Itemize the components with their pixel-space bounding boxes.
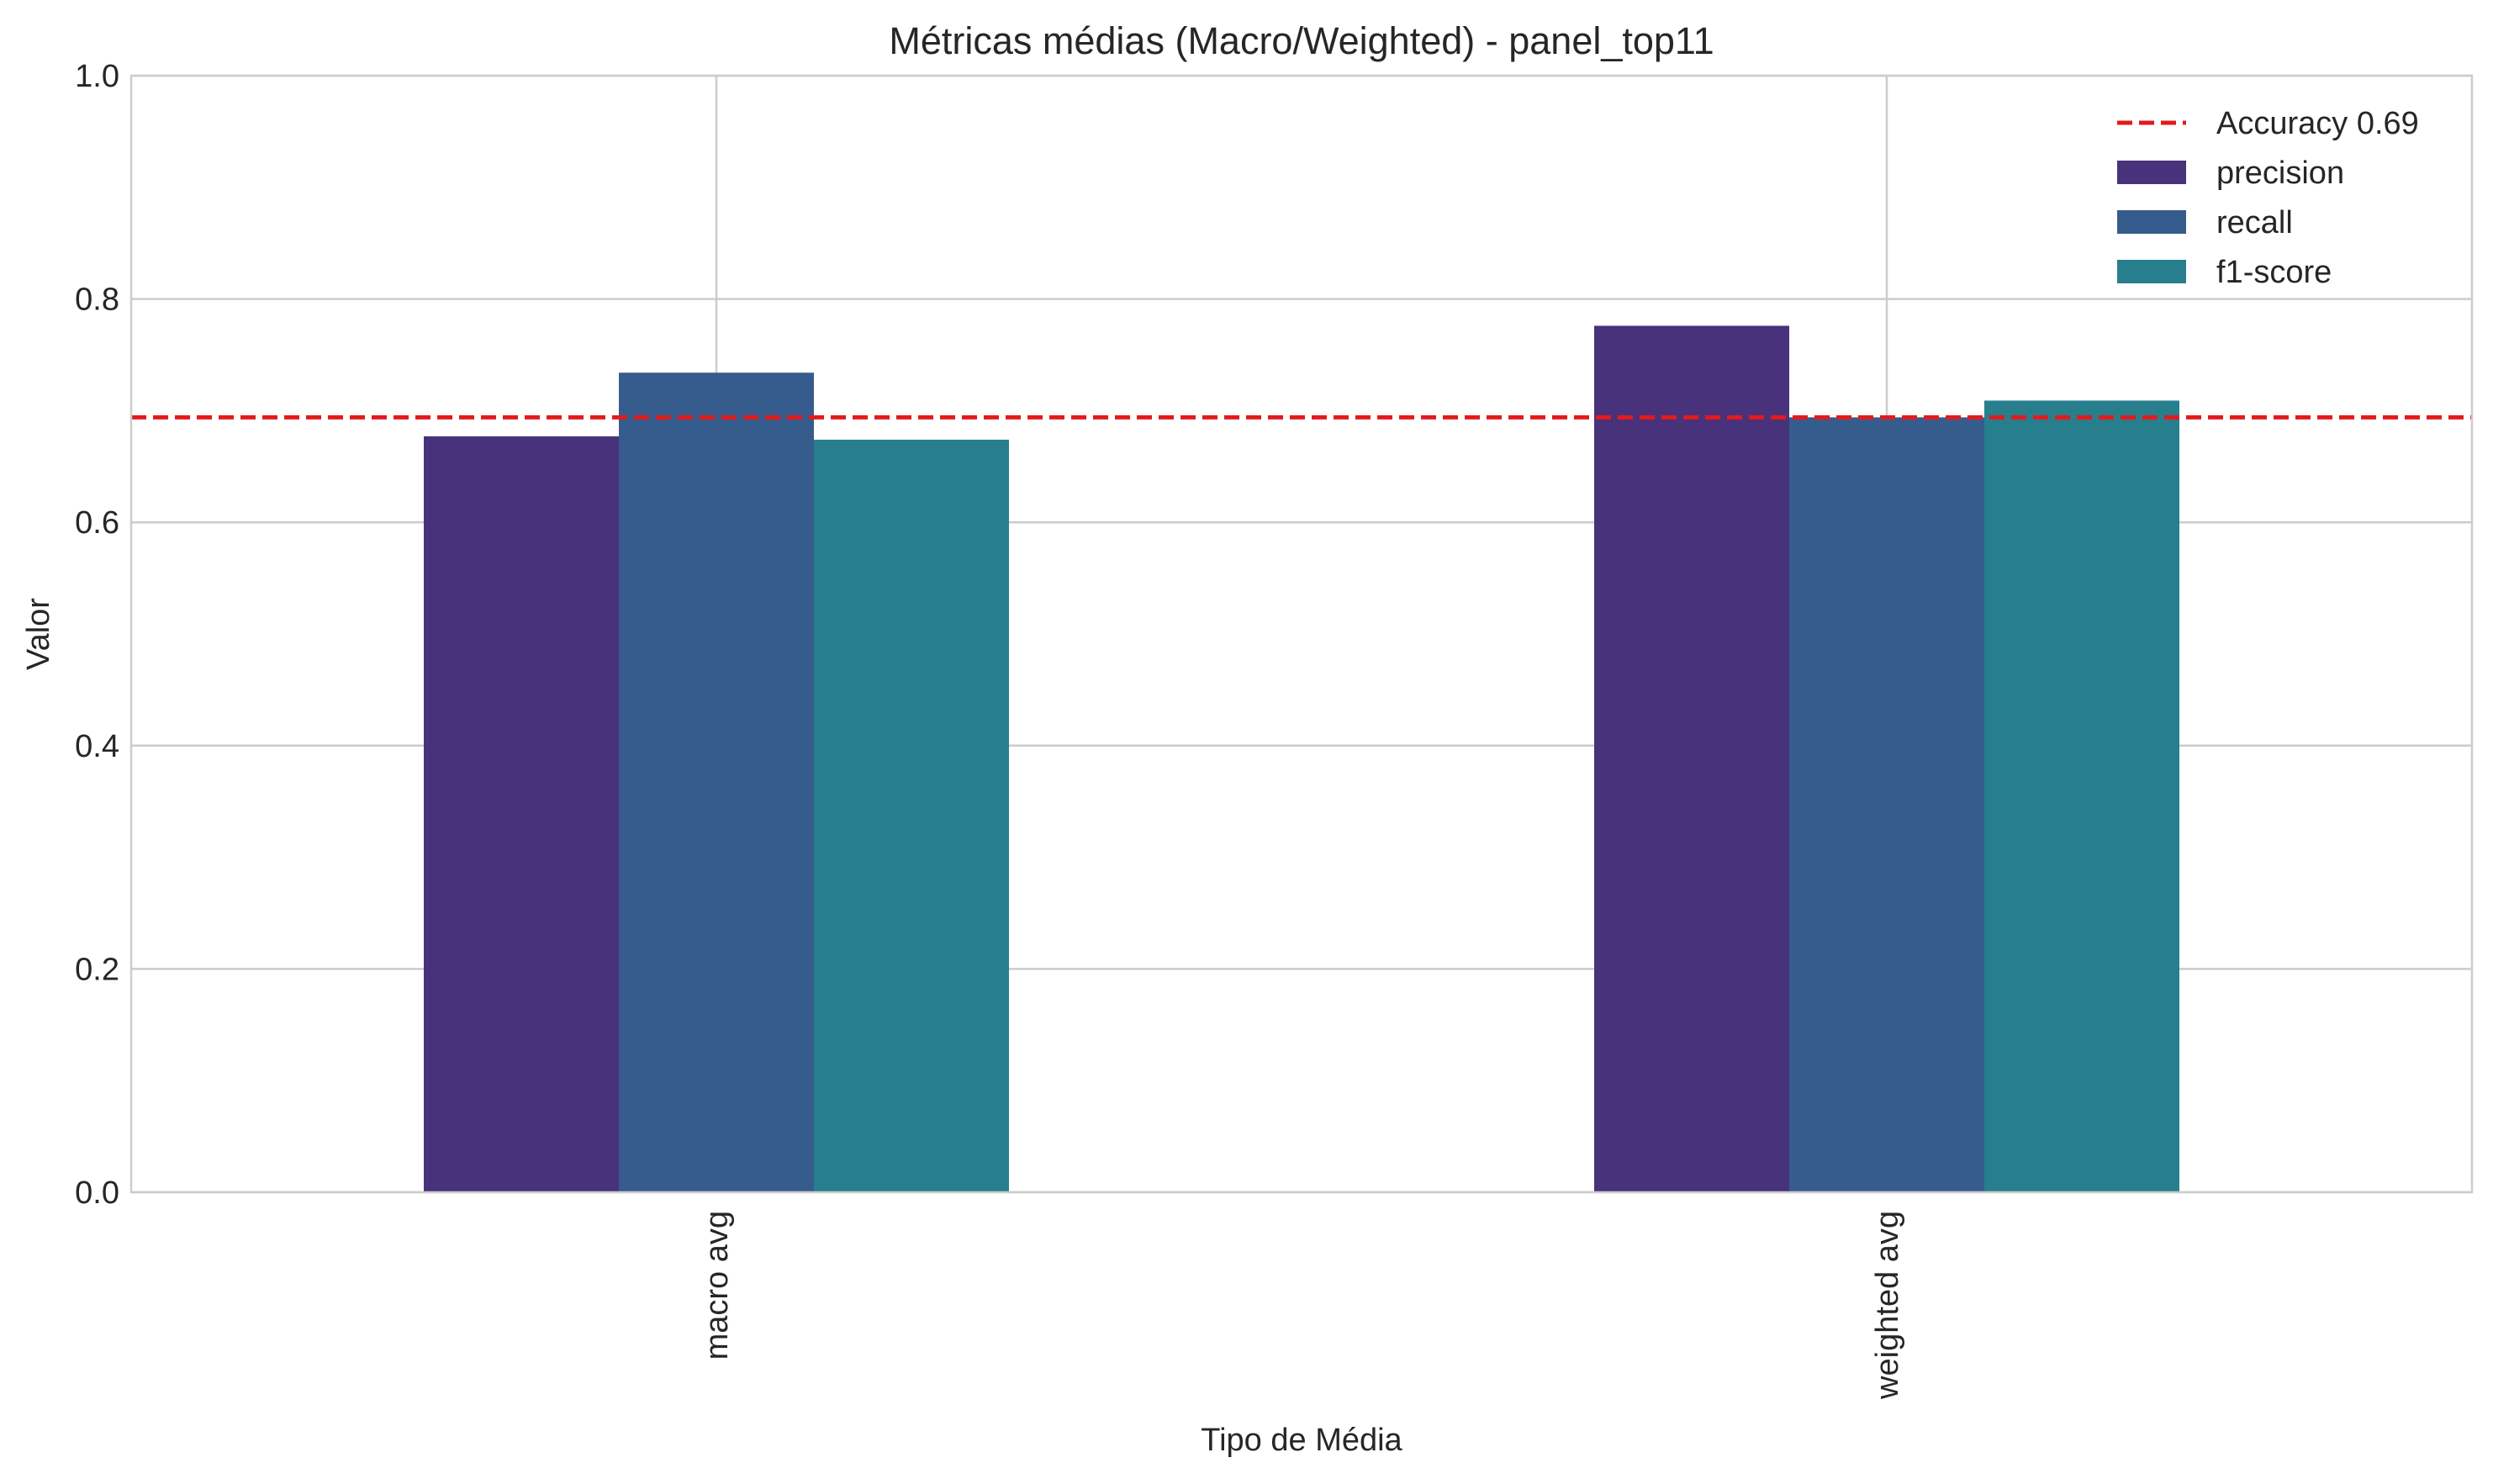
bar-f1-score-macro-avg xyxy=(814,439,1009,1192)
bar-recall-macro-avg xyxy=(619,372,814,1192)
x-tick-label: weighted avg xyxy=(1870,1211,1905,1400)
x-axis-label: Tipo de Média xyxy=(1201,1423,1402,1458)
plot-frame xyxy=(129,74,2474,1194)
bar-recall-weighted-avg xyxy=(1789,417,1984,1192)
bar-precision-macro-avg xyxy=(424,436,619,1192)
y-tick-label: 0.8 xyxy=(75,283,119,318)
legend-label-f1-score: f1-score xyxy=(2216,255,2332,290)
legend: Accuracy 0.69 precision recall f1-score xyxy=(2117,106,2419,290)
y-tick-label: 0.4 xyxy=(75,729,119,764)
legend-label-accuracy: Accuracy 0.69 xyxy=(2216,106,2419,141)
legend-swatch-f1-score xyxy=(2117,260,2186,283)
bars xyxy=(424,325,2179,1193)
y-axis-label: Valor xyxy=(21,598,56,670)
chart-title: Métricas médias (Macro/Weighted) - panel… xyxy=(889,19,1714,62)
y-tick-label: 1.0 xyxy=(75,59,119,94)
y-tick-label: 0.2 xyxy=(75,952,119,987)
y-tick-label: 0.0 xyxy=(75,1175,119,1211)
legend-swatch-precision xyxy=(2117,161,2186,184)
y-tick-label: 0.6 xyxy=(75,505,119,541)
bar-precision-weighted-avg xyxy=(1594,325,1789,1193)
x-tick-label: macro avg xyxy=(700,1211,735,1360)
legend-swatch-recall xyxy=(2117,210,2186,234)
bar-f1-score-weighted-avg xyxy=(1984,400,2179,1192)
x-axis-ticks: macro avg weighted avg xyxy=(700,1211,1905,1400)
y-axis-ticks: 0.0 0.2 0.4 0.6 0.8 1.0 xyxy=(75,59,119,1211)
legend-label-precision: precision xyxy=(2216,156,2344,191)
legend-label-recall: recall xyxy=(2216,205,2293,240)
